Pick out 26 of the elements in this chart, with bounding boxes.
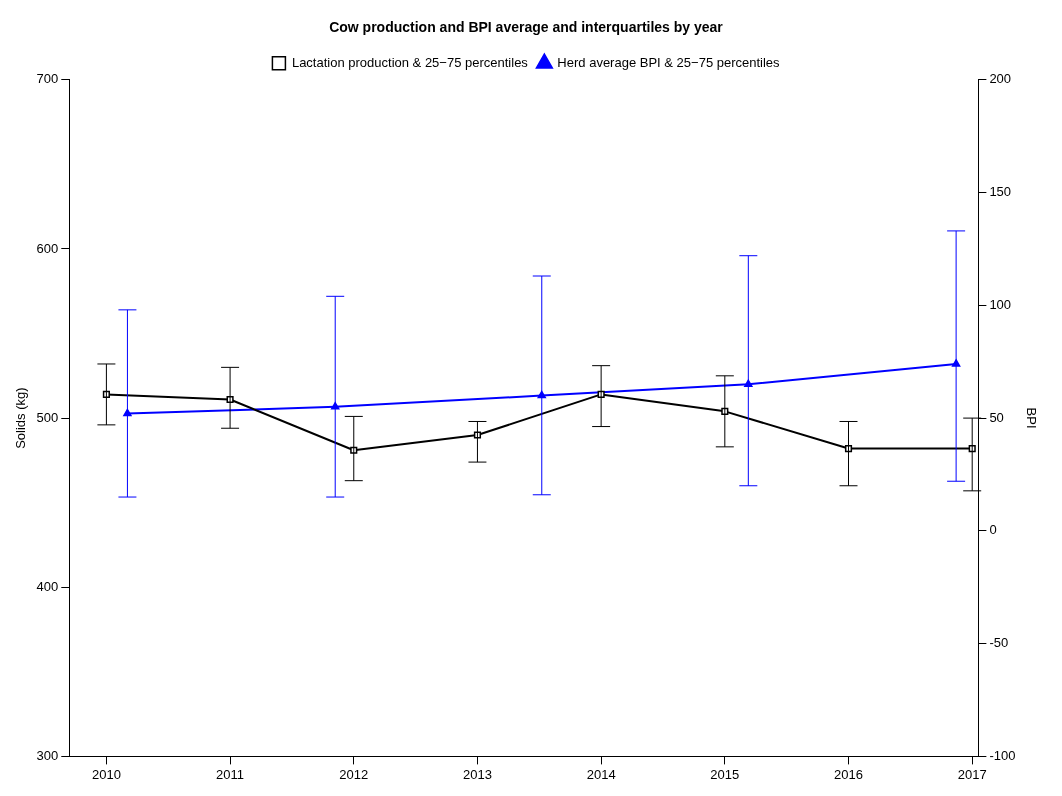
- point: [331, 402, 340, 410]
- x-tick-label: 2014: [586, 766, 616, 782]
- y2-tick-label: 0: [989, 522, 997, 538]
- y2-tick-label: -100: [989, 747, 1016, 763]
- y2-axis-title: BPI: [1023, 407, 1039, 429]
- y2-tick-label: 50: [989, 409, 1004, 425]
- y-tick-label: 300: [36, 747, 59, 763]
- y-axis-title: Solids (kg): [13, 387, 29, 449]
- y-tick-label: 500: [36, 409, 59, 425]
- chart-title: Cow production and BPI average and interquartiles by year: [329, 19, 724, 36]
- legend-label: Herd average BPI & 25−75 percentiles: [557, 54, 781, 70]
- x-tick-label: 2015: [710, 766, 740, 782]
- x-tick-label: 2016: [834, 766, 863, 782]
- x-tick-label: 2017: [957, 766, 987, 782]
- y2-tick-label: 100: [989, 296, 1012, 312]
- y2-tick-label: 150: [989, 184, 1012, 200]
- y-tick-label: 600: [36, 240, 59, 256]
- y2-tick-label: -50: [989, 635, 1009, 651]
- x-tick-label: 2012: [339, 766, 369, 782]
- x-tick-label: 2013: [462, 766, 492, 782]
- y-tick-label: 700: [36, 71, 59, 87]
- y2-tick-label: 200: [989, 71, 1012, 87]
- x-tick-label: 2011: [216, 766, 245, 782]
- y-tick-label: 400: [36, 578, 59, 594]
- legend-label: Lactation production & 25−75 percentiles: [291, 54, 529, 70]
- x-tick-label: 2010: [91, 766, 121, 782]
